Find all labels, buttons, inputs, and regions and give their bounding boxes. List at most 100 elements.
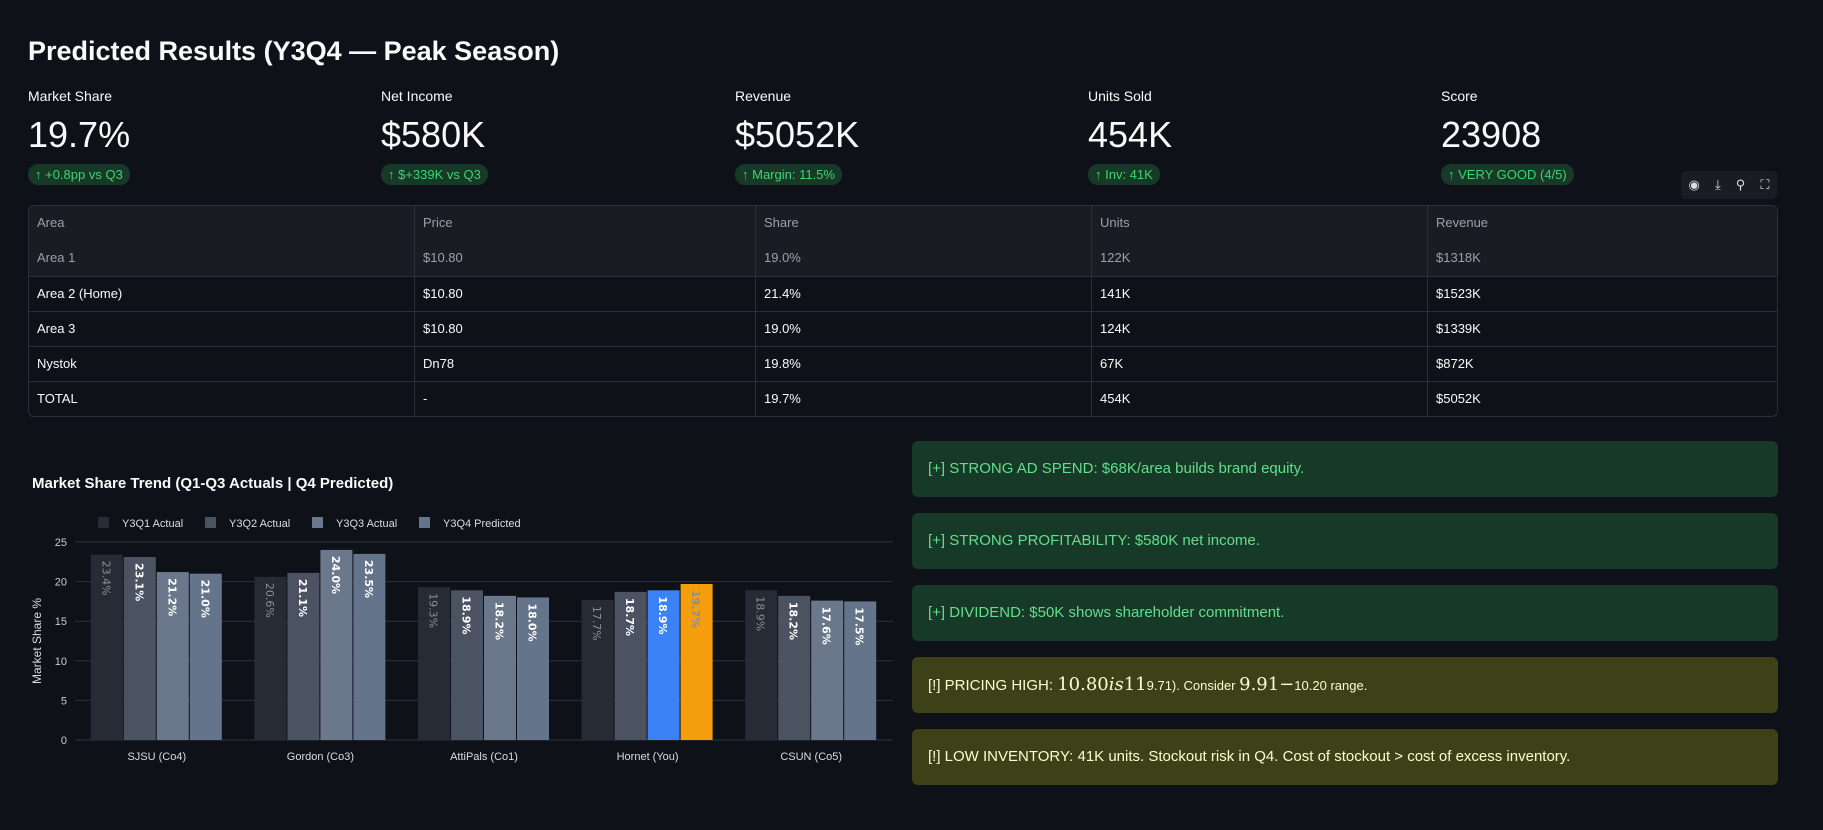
metric-delta: ↑ Inv: 41K [1088, 164, 1160, 185]
table-header: Area Price Share Units Revenue [29, 206, 1777, 241]
table-row: Area 2 (Home) $10.80 21.4% 141K $1523K [29, 276, 1777, 311]
table-cell: 19.7% [755, 382, 1091, 416]
bar[interactable] [451, 590, 483, 740]
column-header[interactable]: Revenue [1427, 206, 1777, 241]
alert-text: [!] PRICING HIGH: [928, 677, 1058, 694]
column-header[interactable]: Area [37, 215, 65, 230]
table-row: Area 1 $10.80 19.0% 122K $1318K [29, 241, 1777, 276]
table-cell: 124K [1091, 312, 1427, 346]
metric-label: Score [1441, 88, 1478, 104]
bar-data-label: 18.9% [460, 596, 473, 634]
x-tick-label: AttiPals (Co1) [450, 751, 518, 763]
bar[interactable] [614, 591, 647, 740]
table-cell: $10.80 [414, 277, 755, 311]
download-icon[interactable]: ⤓ [1714, 177, 1721, 192]
metric-market-share: Market Share 19.7% ↑ +0.8pp vs Q3 [28, 88, 368, 185]
table-cell: 67K [1091, 347, 1427, 381]
alert-pricing-high: [!] PRICING HIGH: 10.80is119.71). Consid… [912, 657, 1778, 713]
legend-swatch[interactable] [205, 517, 216, 528]
metric-revenue: Revenue $5052K ↑ Margin: 11.5% [735, 88, 1075, 185]
table-cell: TOTAL [37, 391, 78, 406]
bar[interactable] [156, 572, 189, 740]
table-cell: 141K [1091, 277, 1427, 311]
bar[interactable] [778, 595, 811, 740]
x-tick-label: CSUN (Co5) [780, 751, 842, 763]
metric-label: Market Share [28, 88, 113, 104]
table-cell: 19.0% [755, 241, 1091, 276]
bar[interactable] [844, 601, 877, 740]
legend-label[interactable]: Y3Q2 Actual [229, 518, 290, 530]
table-cell: Nystok [37, 356, 77, 371]
metric-value: $5052K [735, 114, 860, 155]
bar-data-label: 17.6% [820, 607, 833, 645]
table-cell: 19.8% [755, 347, 1091, 381]
metric-label: Units Sold [1088, 88, 1152, 104]
bar-data-label: 21.1% [296, 579, 309, 617]
bar-data-label: 17.5% [853, 607, 866, 645]
table-row: TOTAL -19.7% 454K $5052K [29, 381, 1777, 416]
bar[interactable] [418, 587, 450, 740]
bar-data-label: 18.9% [754, 596, 767, 631]
x-tick-label: Hornet (You) [617, 751, 679, 763]
bar-data-label: 21.2% [165, 578, 178, 616]
table-cell: $10.80 [414, 312, 755, 346]
table-cell: Area 2 (Home) [37, 286, 123, 301]
legend-label[interactable]: Y3Q4 Predicted [443, 518, 521, 530]
bar[interactable] [680, 583, 713, 740]
bar[interactable] [811, 600, 844, 740]
table-cell: 21.4% [755, 277, 1091, 311]
legend-swatch[interactable] [98, 517, 109, 528]
fullscreen-icon[interactable]: ⛶ [1760, 177, 1770, 192]
bar[interactable] [320, 549, 353, 740]
metric-score: Score 23908 ↑ VERY GOOD (4/5) [1441, 88, 1781, 185]
metric-net-income: Net Income $580K ↑ $+339K vs Q3 [381, 88, 721, 185]
bar[interactable] [287, 572, 320, 740]
bar[interactable] [517, 597, 549, 740]
alert-math: 9.91− [1239, 674, 1295, 695]
bar[interactable] [353, 553, 386, 740]
legend-swatch[interactable] [419, 517, 430, 528]
legend-swatch[interactable] [312, 517, 323, 528]
x-tick-label: Gordon (Co3) [287, 751, 354, 763]
metric-delta: ↑ Margin: 11.5% [735, 164, 842, 185]
bar-data-label: 18.2% [787, 602, 800, 640]
bar[interactable] [581, 599, 614, 740]
column-header[interactable]: Units [1091, 206, 1427, 241]
bar-data-label: 18.7% [623, 598, 636, 636]
search-icon[interactable]: ⚲ [1735, 177, 1746, 192]
bar[interactable] [189, 573, 222, 740]
alert-math: is [1108, 674, 1124, 695]
bar-data-label: 21.0% [198, 580, 211, 618]
y-tick-label: 20 [55, 577, 67, 589]
table-cell: 122K [1091, 241, 1427, 276]
table-cell: $10.80 [414, 241, 755, 276]
table-cell: $872K [1427, 347, 1777, 381]
metric-label: Revenue [735, 88, 792, 104]
table-row: Nystok Dn78 19.8% 67K $872K [29, 346, 1777, 381]
table-row: Area 3 $10.80 19.0% 124K $1339K [29, 311, 1777, 346]
bar-data-label: 18.9% [656, 596, 669, 634]
column-header[interactable]: Price [414, 206, 755, 241]
column-header[interactable]: Share [755, 206, 1091, 241]
legend-label[interactable]: Y3Q3 Actual [336, 518, 397, 530]
table-cell: Dn78 [414, 347, 755, 381]
bar-data-label: 23.4% [99, 561, 112, 596]
table-cell: Area 1 [37, 250, 76, 265]
bar[interactable] [254, 576, 287, 740]
legend-label[interactable]: Y3Q1 Actual [122, 518, 183, 530]
y-tick-label: 10 [55, 656, 67, 668]
y-tick-label: 5 [61, 695, 67, 707]
y-axis-label: Market Share % [30, 598, 44, 684]
bar[interactable] [484, 595, 516, 740]
eye-icon[interactable]: ◉ [1688, 177, 1700, 192]
bar-data-label: 24.0% [329, 556, 342, 594]
bar-data-label: 18.0% [526, 603, 539, 641]
y-tick-label: 25 [55, 537, 67, 549]
table-cell: $1523K [1427, 277, 1777, 311]
bar[interactable] [745, 590, 778, 740]
bar[interactable] [123, 557, 156, 740]
bar[interactable] [647, 590, 680, 740]
bar-data-label: 23.5% [362, 560, 375, 598]
bar[interactable] [90, 554, 123, 740]
alert-math: 11 [1123, 674, 1147, 695]
